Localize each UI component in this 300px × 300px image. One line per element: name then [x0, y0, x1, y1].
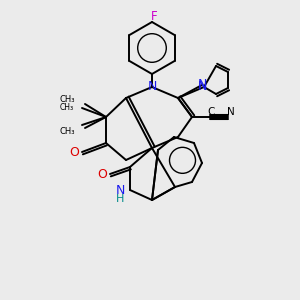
Text: N: N [197, 80, 207, 94]
Text: C: C [207, 107, 215, 117]
Text: CH₃: CH₃ [60, 103, 74, 112]
Text: F: F [151, 11, 157, 23]
Text: N: N [197, 77, 207, 91]
Text: CH₃: CH₃ [59, 128, 75, 136]
Text: N: N [227, 107, 235, 117]
Text: H: H [116, 194, 124, 204]
Text: O: O [97, 169, 107, 182]
Text: N: N [147, 80, 157, 92]
Text: CH₃: CH₃ [59, 95, 75, 104]
Text: N: N [115, 184, 125, 197]
Text: O: O [69, 146, 79, 160]
